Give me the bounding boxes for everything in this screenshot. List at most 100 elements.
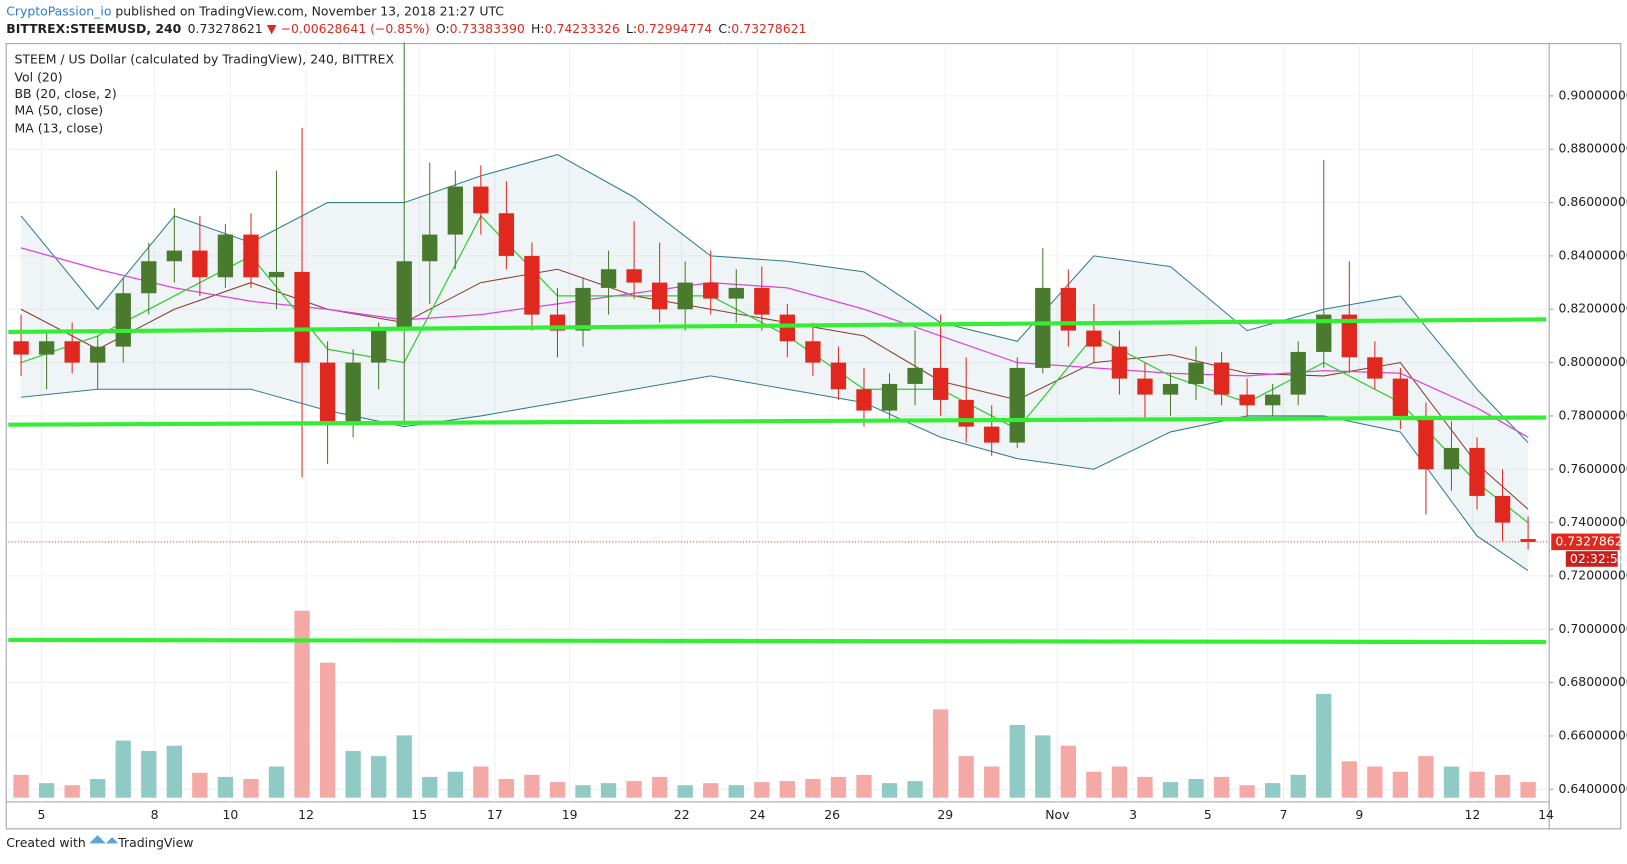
price-box bbox=[1551, 533, 1620, 551]
candle-body bbox=[1367, 357, 1383, 379]
candle-body bbox=[243, 234, 259, 278]
candle-body bbox=[1213, 362, 1230, 395]
volume-bar bbox=[1316, 693, 1332, 798]
x-tick-label: 29 bbox=[937, 807, 953, 822]
author-link[interactable]: CryptoPassion_io bbox=[6, 3, 111, 18]
symbol: BITTREX:STEEMUSD, 240 bbox=[6, 21, 181, 36]
candle-body bbox=[575, 287, 591, 331]
volume-bar bbox=[524, 774, 540, 798]
x-tick-label: 3 bbox=[1129, 807, 1137, 822]
volume-bar bbox=[243, 778, 259, 798]
volume-bar bbox=[422, 776, 438, 798]
volume-bar bbox=[549, 782, 566, 798]
candle-body bbox=[345, 362, 361, 422]
candle-body bbox=[1341, 314, 1357, 358]
volume-bar bbox=[728, 785, 744, 798]
volume-bar bbox=[64, 785, 80, 798]
volume-bar bbox=[1060, 745, 1076, 798]
y-tick-label: 0.84000000 bbox=[1559, 247, 1627, 262]
volume-bar bbox=[984, 766, 1000, 798]
candle-body bbox=[626, 269, 642, 283]
x-tick-label: 5 bbox=[38, 807, 46, 822]
volume-bar bbox=[1213, 776, 1230, 798]
plot bbox=[8, 42, 1550, 802]
x-tick-label: 24 bbox=[750, 807, 766, 822]
x-tick-label: 10 bbox=[222, 807, 238, 822]
indicator: MA (13, close) bbox=[15, 120, 104, 135]
volume-bar bbox=[13, 774, 29, 798]
l-label: L: bbox=[626, 21, 637, 36]
x-tick-label: 15 bbox=[411, 807, 427, 822]
volume-bar bbox=[830, 776, 847, 798]
volume-bar bbox=[268, 766, 285, 798]
y-tick-label: 0.88000000 bbox=[1559, 141, 1627, 156]
volume-bar bbox=[217, 776, 234, 798]
candle-body bbox=[600, 269, 617, 288]
candle-body bbox=[779, 314, 796, 342]
volume-bar bbox=[141, 750, 157, 798]
x-tick-label: 8 bbox=[151, 807, 159, 822]
volume-bar bbox=[677, 785, 693, 798]
y-tick-label: 0.78000000 bbox=[1559, 407, 1627, 422]
y-tick-label: 0.82000000 bbox=[1559, 301, 1627, 316]
published: published on TradingView.com, November 1… bbox=[111, 3, 504, 18]
volume-bar bbox=[703, 783, 719, 798]
candle-body bbox=[1265, 394, 1281, 406]
volume-bar bbox=[447, 771, 463, 798]
change: −0.00628641 (−0.85%) bbox=[281, 21, 430, 36]
candle-body bbox=[805, 341, 821, 363]
volume-bar bbox=[1188, 778, 1204, 798]
x-tick-label: 26 bbox=[824, 807, 840, 822]
y-tick-label: 0.74000000 bbox=[1559, 514, 1627, 529]
y-tick-label: 0.70000000 bbox=[1559, 621, 1627, 636]
volume-bar bbox=[1469, 771, 1485, 798]
volume-bar bbox=[958, 756, 974, 798]
candle-body bbox=[268, 271, 285, 278]
x-tick-label: 7 bbox=[1280, 807, 1288, 822]
candle-body bbox=[1494, 495, 1511, 523]
level-line bbox=[8, 317, 1547, 334]
candle-body bbox=[1137, 378, 1153, 395]
volume-bar bbox=[1290, 774, 1306, 798]
volume-bar bbox=[881, 783, 898, 798]
candle-body bbox=[1520, 539, 1536, 542]
level-line bbox=[8, 415, 1547, 427]
volume-bar bbox=[1494, 774, 1511, 798]
volume-bar bbox=[1111, 766, 1128, 798]
candle-body bbox=[1443, 447, 1460, 470]
candle-body bbox=[498, 213, 515, 256]
candle-body bbox=[1188, 362, 1204, 384]
l: 0.72994774 bbox=[637, 21, 712, 36]
volume-bar bbox=[1137, 776, 1153, 798]
candle-body bbox=[830, 362, 847, 390]
volume-bar bbox=[1086, 771, 1102, 798]
candle-body bbox=[1111, 346, 1128, 379]
volume-bar bbox=[1418, 756, 1434, 798]
candle-body bbox=[677, 282, 693, 310]
candle-body bbox=[166, 250, 182, 262]
volume-bar bbox=[115, 740, 131, 798]
candle-body bbox=[1086, 330, 1102, 347]
candle-body bbox=[64, 341, 80, 363]
candle-body bbox=[1035, 287, 1051, 368]
candle-body bbox=[984, 426, 1000, 443]
volume-bar bbox=[754, 782, 770, 798]
y-tick-label: 0.80000000 bbox=[1559, 354, 1627, 369]
y-tick-label: 0.72000000 bbox=[1559, 567, 1627, 582]
candle-body bbox=[1392, 378, 1409, 416]
volume-bar bbox=[779, 781, 796, 798]
volume-bar bbox=[600, 783, 617, 798]
candle-body bbox=[881, 383, 898, 411]
c: 0.73278621 bbox=[731, 21, 806, 36]
x-tick-label: Nov bbox=[1045, 807, 1069, 822]
candle-body bbox=[217, 234, 234, 278]
volume-bar bbox=[473, 766, 489, 798]
candle-body bbox=[13, 341, 29, 355]
volume-bar bbox=[498, 778, 515, 798]
footer-brand[interactable]: TradingView bbox=[117, 835, 193, 850]
c-label: C: bbox=[718, 21, 731, 36]
volume-bar bbox=[1341, 761, 1357, 798]
x-tick-label: 5 bbox=[1204, 807, 1212, 822]
